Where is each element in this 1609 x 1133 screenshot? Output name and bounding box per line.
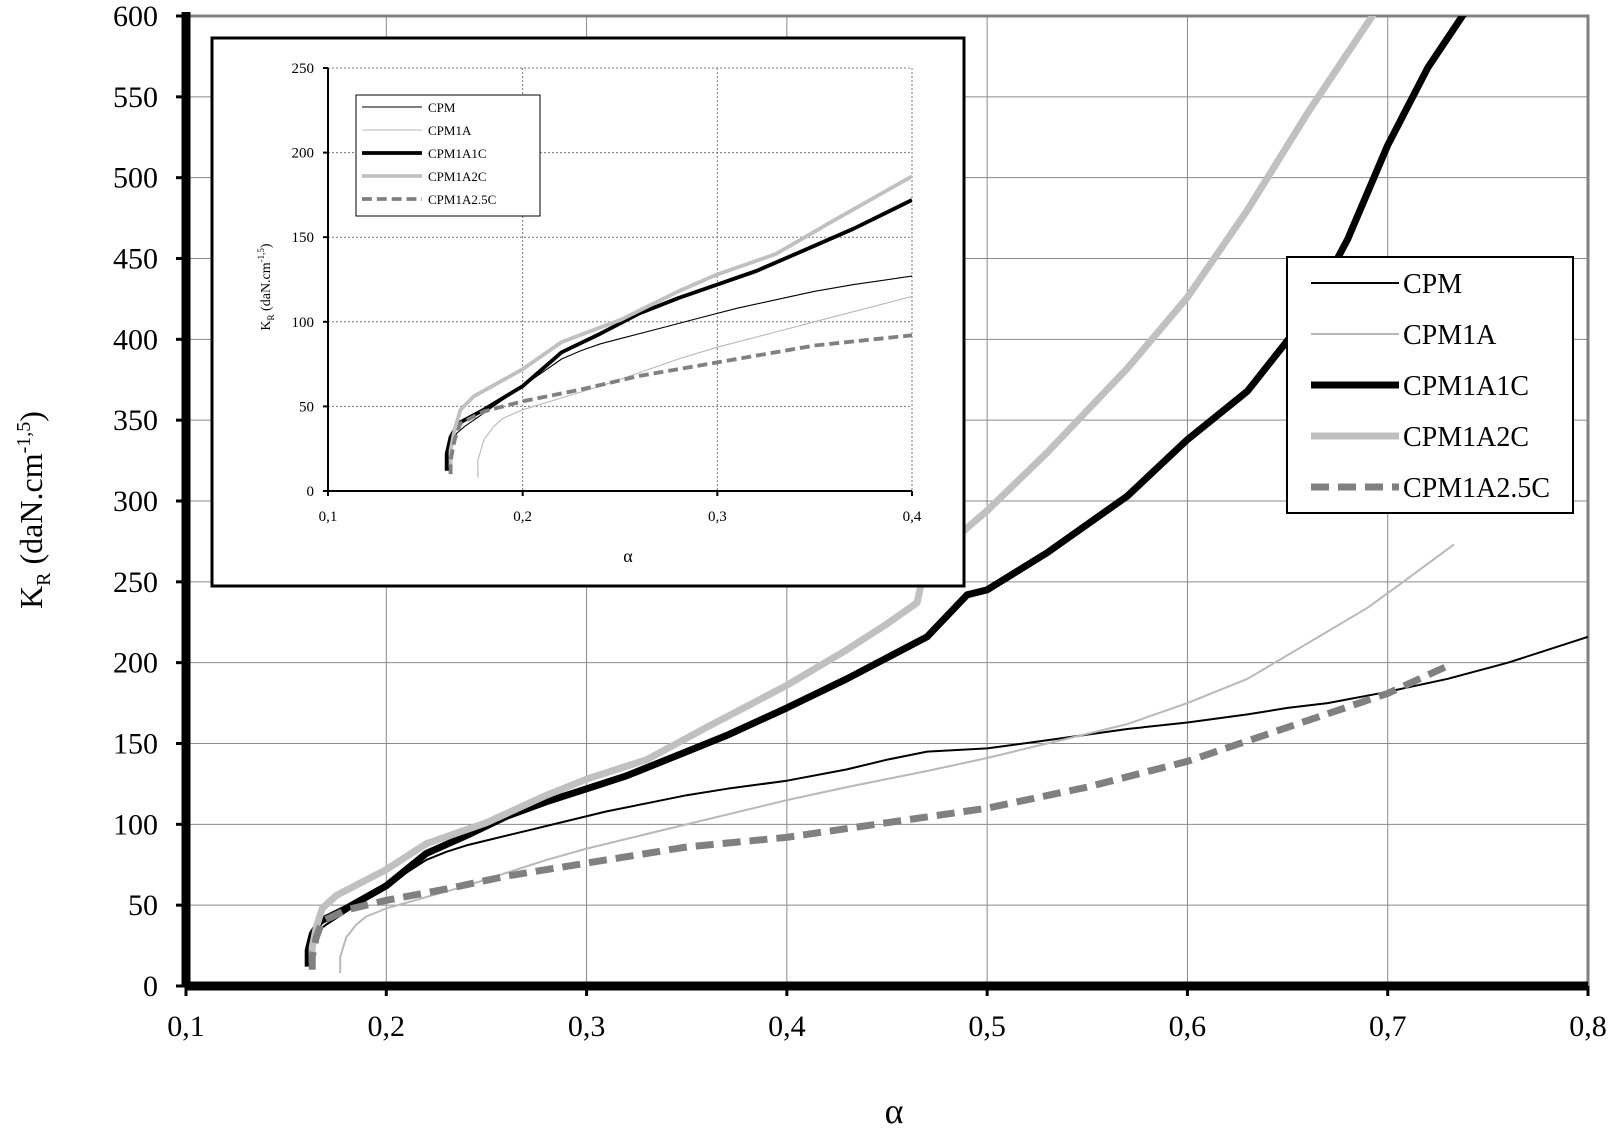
main-x-tick-label: 0,2 bbox=[368, 1010, 406, 1043]
main-x-tick-label: 0,6 bbox=[1169, 1010, 1207, 1043]
inset-series-cpm1a bbox=[477, 295, 912, 478]
inset-x-tick-label: 0,1 bbox=[319, 509, 338, 525]
main-legend-label-cpm1a1c: CPM1A1C bbox=[1403, 371, 1529, 402]
inset-series-cpm1a2c bbox=[448, 174, 912, 468]
main-legend: CPM CPM1A CPM1A1C CPM1A2C CPM1A2.5C bbox=[1286, 256, 1574, 514]
main-y-tick-label: 550 bbox=[113, 81, 158, 114]
main-y-tick-label: 500 bbox=[113, 162, 158, 195]
inset-legend-label-cpm1a2c: CPM1A2C bbox=[428, 169, 487, 184]
main-y-tick-label: 450 bbox=[113, 243, 158, 276]
main-legend-label-cpm: CPM bbox=[1403, 269, 1462, 300]
inset-legend-label-cpm1a1c: CPM1A1C bbox=[428, 146, 487, 161]
inset-x-axis-label: α bbox=[623, 546, 633, 566]
inset-y-tick-label: 0 bbox=[307, 484, 315, 500]
inset-y-tick-label: 50 bbox=[299, 399, 314, 415]
main-x-tick-label: 0,4 bbox=[768, 1010, 806, 1043]
main-y-tick-label: 250 bbox=[113, 566, 158, 599]
inset-frame bbox=[210, 36, 966, 588]
main-series-cpm bbox=[309, 635, 1588, 967]
main-legend-label-cpm1a2c: CPM1A2C bbox=[1403, 422, 1529, 453]
inset-x-tick-label: 0,4 bbox=[903, 509, 922, 525]
inset-x-tick-label: 0,3 bbox=[708, 509, 727, 525]
inset-y-axis-label: KR (daN.cm-1,5) bbox=[256, 243, 276, 330]
inset-axes bbox=[323, 67, 913, 496]
main-y-tick-label: 300 bbox=[113, 485, 158, 518]
main-tick-labels: 0,1 0,2 0,3 0,4 0,5 0,6 0,7 0,8 0 50 100 150 200 250 3… bbox=[113, 0, 1607, 1043]
main-axes bbox=[176, 12, 1590, 996]
inset-series-group bbox=[444, 174, 912, 478]
main-y-tick-label: 100 bbox=[113, 808, 158, 841]
inset-y-tick-label: 250 bbox=[292, 61, 315, 77]
main-y-tick-label: 0 bbox=[143, 970, 158, 1003]
main-y-tick-label: 600 bbox=[113, 0, 158, 33]
main-series-clip bbox=[304, 16, 1588, 974]
main-series-cpm1a2-5c bbox=[308, 662, 1450, 970]
main-legend-label-cpm1a2-5c: CPM1A2.5C bbox=[1403, 473, 1550, 504]
inset-legend-box bbox=[355, 94, 541, 217]
main-y-tick-label: 350 bbox=[113, 404, 158, 437]
main-x-tick-label: 0,3 bbox=[568, 1010, 606, 1043]
main-y-tick-label: 200 bbox=[113, 647, 158, 680]
inset-legend-label-cpm1a2-5c: CPM1A2.5C bbox=[428, 192, 496, 207]
main-series-cpm1a bbox=[339, 543, 1455, 974]
inset-legend: CPM CPM1A CPM1A1C CPM1A2C CPM1A2.5C bbox=[355, 94, 541, 217]
inset-legend-label-cpm1a: CPM1A bbox=[428, 123, 472, 138]
main-y-tick-label: 150 bbox=[113, 728, 158, 761]
main-series-group bbox=[304, 16, 1588, 974]
y-axis-label: KR (daN.cm-1,5) bbox=[13, 411, 55, 609]
main-series-cpm1a2c bbox=[308, 16, 1377, 964]
inset-x-tick-label: 0,2 bbox=[513, 509, 532, 525]
inset-legend-label-cpm: CPM bbox=[428, 100, 456, 115]
main-y-tick-label: 50 bbox=[128, 889, 158, 922]
inset-series-clip bbox=[444, 174, 912, 478]
main-x-tick-label: 0,5 bbox=[968, 1010, 1006, 1043]
inset-series-cpm bbox=[448, 275, 912, 471]
inset-chart: 0,1 0,2 0,3 0,4 0 50 100 150 200 250 α KR (daN.cm… bbox=[210, 36, 966, 588]
inset-y-tick-label: 200 bbox=[292, 146, 315, 162]
main-y-tick-label: 400 bbox=[113, 323, 158, 356]
inset-series-cpm1a2-5c bbox=[448, 333, 912, 475]
main-legend-label-cpm1a: CPM1A bbox=[1403, 320, 1497, 351]
inset-y-tick-label: 100 bbox=[292, 315, 315, 331]
main-series-cpm1a1c bbox=[304, 16, 1467, 967]
inset-tick-labels: 0,1 0,2 0,3 0,4 0 50 100 150 200 250 bbox=[292, 61, 922, 525]
main-x-tick-label: 0,1 bbox=[167, 1010, 205, 1043]
main-x-tick-label: 0,7 bbox=[1369, 1010, 1407, 1043]
x-axis-label: α bbox=[885, 1091, 904, 1131]
inset-y-tick-label: 150 bbox=[292, 230, 315, 246]
main-x-tick-label: 0,8 bbox=[1569, 1010, 1607, 1043]
